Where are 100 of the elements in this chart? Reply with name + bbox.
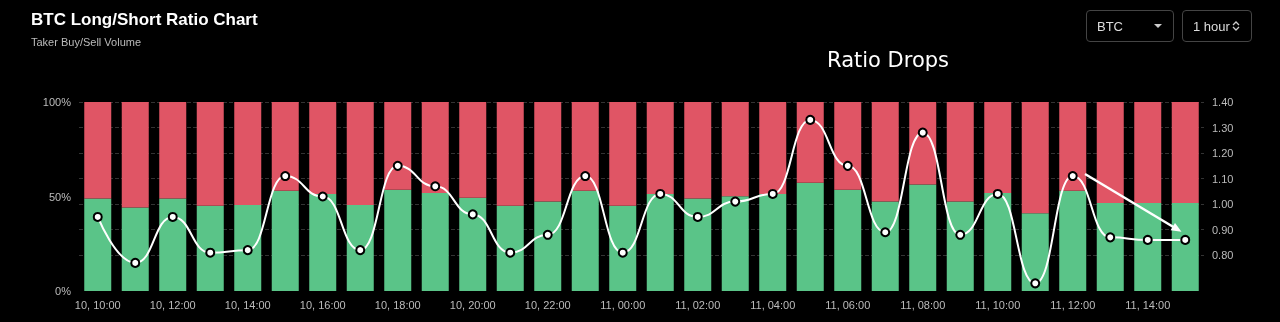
bar (84, 102, 112, 199)
dropdown: BTC (1086, 10, 1174, 42)
bar (1021, 213, 1049, 291)
dropdown: 1 hour (1182, 10, 1252, 42)
x-tick-label: 11, 04:00 (750, 298, 796, 311)
x-tick-label: 11, 10:00 (975, 298, 1021, 311)
x-tick-label: 10, 14:00 (224, 298, 271, 311)
bar (984, 192, 1012, 291)
point (280, 171, 291, 182)
bar (721, 196, 749, 291)
bar (196, 205, 224, 291)
bar (721, 102, 749, 197)
bar (796, 182, 824, 291)
bar (684, 198, 712, 291)
bar (1096, 203, 1124, 291)
bar (309, 102, 337, 195)
point (955, 229, 966, 240)
point (355, 245, 366, 256)
bar (909, 184, 937, 291)
bar (534, 201, 562, 291)
bar (384, 102, 412, 190)
y2-tick-label: 0.90 (1212, 223, 1234, 236)
y-tick-label: 100% (42, 96, 72, 108)
bar (84, 198, 112, 291)
point (130, 257, 141, 268)
bar (646, 102, 674, 195)
point (1142, 234, 1153, 245)
point (730, 196, 741, 207)
x-tick-label: 11, 02:00 (675, 298, 721, 311)
point (655, 188, 666, 199)
y2-tick-label: 1.10 (1212, 172, 1234, 185)
bar (1059, 190, 1087, 291)
bar (459, 197, 487, 291)
bar (309, 194, 337, 291)
bar (234, 102, 262, 206)
bar (1171, 203, 1199, 291)
x-tick-label: 11, 00:00 (600, 298, 646, 311)
y2-tick-label: 0.80 (1212, 249, 1234, 262)
bar (534, 102, 562, 202)
text: Ratio Drops (827, 47, 950, 72)
bar (1021, 102, 1049, 214)
y2-tick-label: 1.30 (1212, 121, 1234, 134)
x-tick-label: 11, 08:00 (900, 298, 946, 311)
bar (1134, 102, 1162, 204)
point (1180, 234, 1191, 245)
point (505, 247, 516, 258)
point (205, 247, 216, 258)
bar (759, 102, 787, 195)
point (467, 209, 478, 220)
x-tick-label: 10, 16:00 (299, 298, 346, 311)
bar (834, 102, 862, 190)
point (542, 229, 553, 240)
bar (1059, 102, 1087, 191)
bar (346, 205, 374, 291)
bar (496, 102, 524, 206)
x-tick-label: 10, 18:00 (374, 298, 421, 311)
bar (196, 102, 224, 206)
bar (946, 102, 974, 202)
bar (609, 102, 637, 206)
y2-tick-label: 1.40 (1212, 96, 1234, 108)
y-tick-label: 0% (55, 285, 72, 297)
bar (946, 201, 974, 291)
y2-tick-label: 1.20 (1212, 147, 1234, 160)
x-tick-label: 11, 06:00 (825, 298, 871, 311)
bar (271, 102, 299, 191)
chart-subtitle: Taker Buy/Sell Volume (31, 35, 142, 48)
point (392, 160, 403, 171)
point (1067, 171, 1078, 182)
bar (609, 205, 637, 291)
x-tick-label: 11, 12:00 (1050, 298, 1096, 311)
point (580, 171, 591, 182)
point (317, 191, 328, 202)
x-tick-label: 10, 12:00 (149, 298, 196, 311)
bar (121, 102, 149, 208)
bar (684, 102, 712, 199)
bar (496, 205, 524, 291)
bar (1134, 203, 1162, 291)
point (167, 211, 178, 222)
bar (271, 190, 299, 291)
bar (159, 198, 187, 291)
point (92, 211, 103, 222)
x-tick-label: 10, 22:00 (524, 298, 571, 311)
bar (796, 102, 824, 183)
point (880, 227, 891, 238)
bar (871, 102, 899, 202)
x-tick-label: 11, 14:00 (1125, 298, 1171, 311)
point (617, 247, 628, 258)
point (430, 181, 441, 192)
x-tick-label: 10, 10:00 (74, 298, 121, 311)
bar (1171, 102, 1199, 204)
y-tick-label: 50% (48, 190, 72, 203)
bar (909, 102, 937, 185)
point (842, 160, 853, 171)
point (805, 114, 816, 125)
bar (984, 102, 1012, 193)
point (242, 245, 253, 256)
point (767, 188, 778, 199)
bar (1096, 102, 1124, 204)
bar (871, 201, 899, 291)
bar (759, 194, 787, 291)
